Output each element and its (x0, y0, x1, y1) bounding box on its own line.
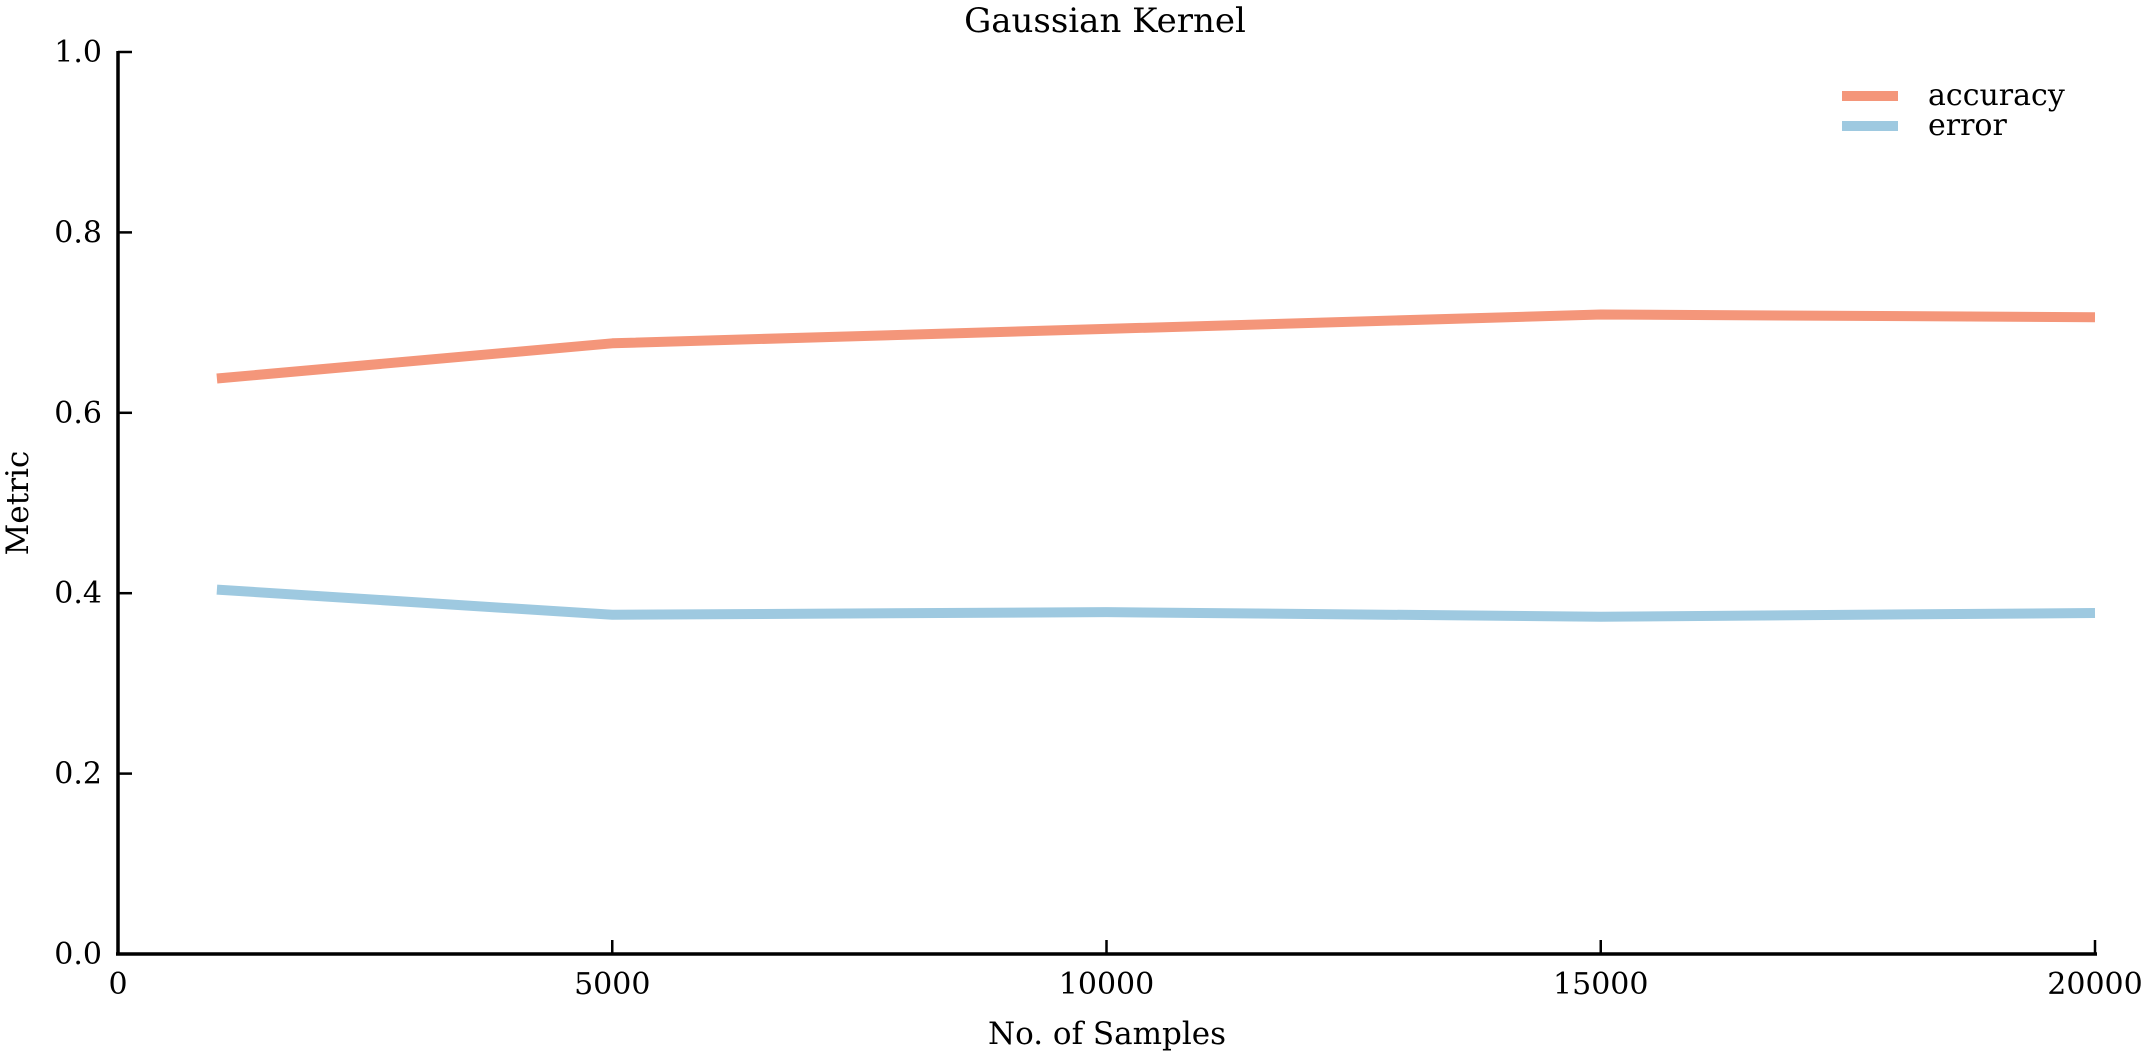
chart-title: Gaussian Kernel (964, 1, 1246, 41)
series-line-error (216, 584, 2096, 622)
y-tick-label: 0.6 (54, 396, 102, 431)
axes-layer (116, 51, 2097, 956)
x-tick-label: 0 (108, 967, 127, 1002)
x-axis-title: No. of Samples (988, 1016, 1226, 1052)
x-tick-label: 5000 (574, 967, 650, 1002)
x-tick-label: 10000 (1059, 967, 1154, 1002)
y-tick-label: 0.0 (54, 937, 102, 972)
y-tick-label: 0.2 (54, 757, 102, 792)
y-tick-label: 0.4 (54, 576, 102, 611)
series-layer (216, 309, 2096, 622)
x-tick-label: 15000 (1553, 967, 1648, 1002)
series-line-accuracy (216, 309, 2096, 384)
legend-label-error: error (1928, 108, 2007, 143)
x-axis-ticks: 0 5000 10000 15000 20000 (108, 940, 2143, 1002)
x-tick-label: 20000 (2047, 967, 2142, 1002)
y-tick-label: 0.8 (54, 215, 102, 250)
y-axis-title: Metric (0, 451, 36, 556)
legend-label-accuracy: accuracy (1928, 78, 2065, 113)
y-axis-ticks: 0.0 0.2 0.4 0.6 0.8 1.0 (54, 35, 132, 972)
y-tick-label: 1.0 (54, 35, 102, 70)
